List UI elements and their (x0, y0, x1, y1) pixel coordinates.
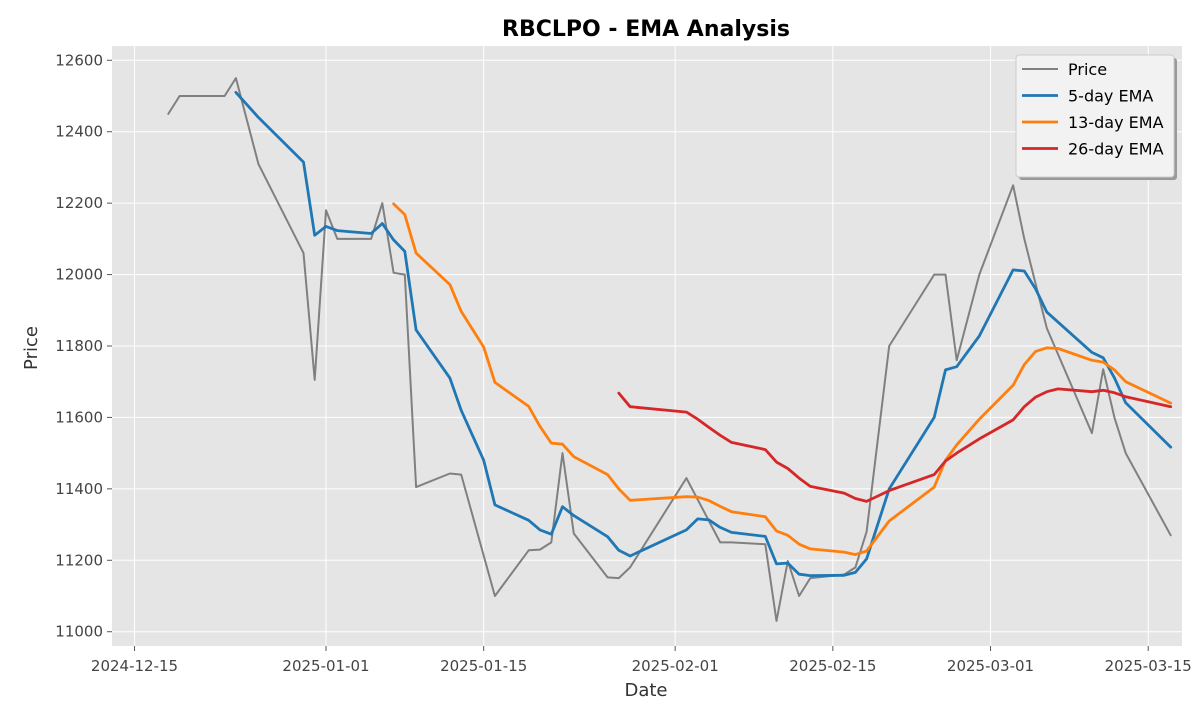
y-tick-label: 11200 (55, 551, 103, 569)
legend: Price 5-day EMA 13-day EMA 26-day EMA (1015, 54, 1177, 180)
legend-label: 13-day EMA (1068, 113, 1164, 132)
y-tick-label: 12400 (55, 123, 103, 141)
x-tick-label: 2025-03-01 (947, 657, 1034, 675)
x-tick-label: 2024-12-15 (91, 657, 178, 675)
y-axis-ticks: 11000 11200 11400 11600 11800 12000 12200 12400… (55, 51, 112, 641)
x-tick-label: 2025-01-15 (440, 657, 527, 675)
series-line-13-day-ema (392, 202, 1173, 556)
y-tick-label: 11600 (55, 408, 103, 426)
y-tick-label: 11800 (55, 337, 103, 355)
series-line-price (167, 77, 1172, 622)
grid-lines (112, 46, 1182, 646)
x-tick-label: 2025-01-01 (282, 657, 369, 675)
legend-box (1015, 54, 1175, 178)
legend-label: 5-day EMA (1068, 87, 1153, 106)
x-axis-ticks: 2024-12-15 2025-01-01 2025-01-15 2025-02-01… (91, 646, 1192, 675)
y-tick-label: 11000 (55, 623, 103, 641)
series-lines (167, 77, 1173, 622)
y-tick-label: 12000 (55, 266, 103, 284)
series-line-5-day-ema (234, 91, 1173, 577)
chart-title: RBCLPO - EMA Analysis (502, 17, 790, 42)
legend-label: 26-day EMA (1068, 140, 1164, 159)
legend-label: Price (1068, 60, 1107, 79)
x-axis-label: Date (624, 680, 667, 701)
y-tick-label: 12600 (55, 51, 103, 69)
x-tick-label: 2025-02-01 (632, 657, 719, 675)
series-line-26-day-ema (617, 387, 1173, 503)
x-tick-label: 2025-02-15 (789, 657, 876, 675)
y-tick-label: 12200 (55, 194, 103, 212)
x-tick-label: 2025-03-15 (1105, 657, 1192, 675)
y-axis-label: Price (21, 326, 42, 370)
y-tick-label: 11400 (55, 480, 103, 498)
